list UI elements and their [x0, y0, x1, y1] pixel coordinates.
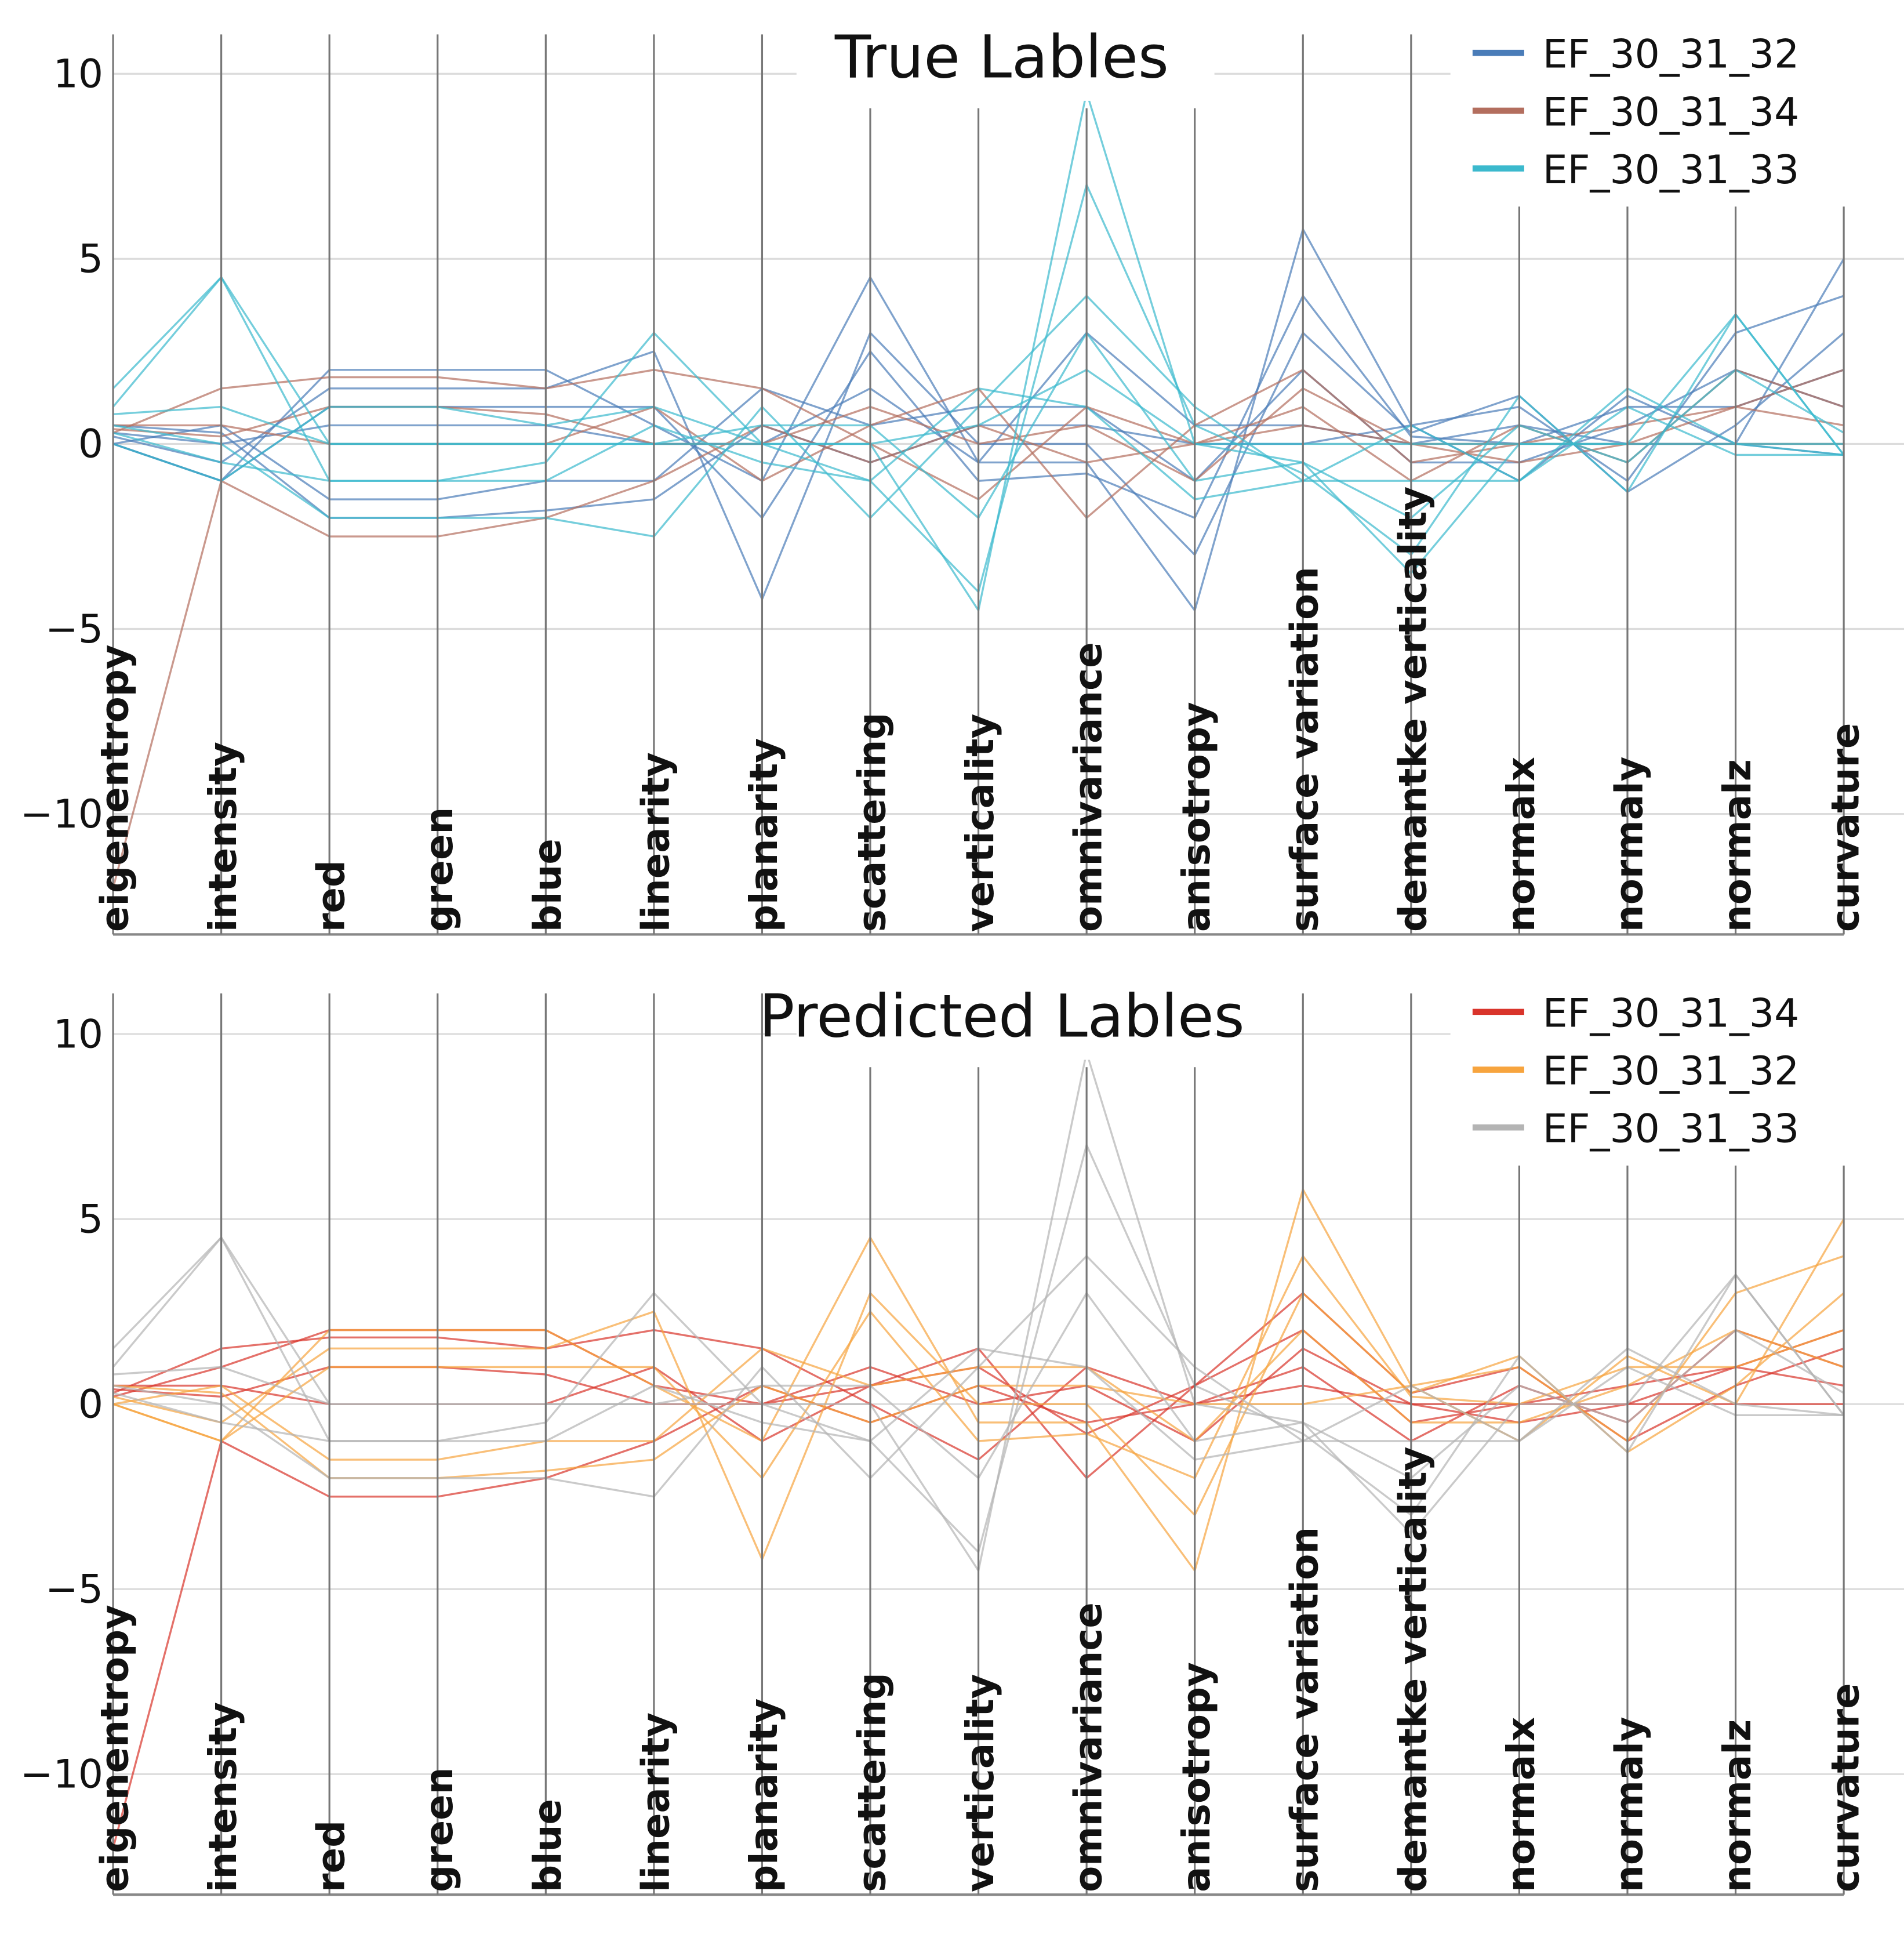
- axis-label: normalx: [1499, 1717, 1543, 1892]
- legend-label: EF_30_31_33: [1543, 1106, 1800, 1152]
- axis-label: verticality: [958, 714, 1002, 932]
- chart-title: True Lables: [834, 23, 1169, 92]
- axis-label: green: [417, 807, 462, 932]
- axis-label: anisotropy: [1175, 1662, 1219, 1892]
- axis-label: normalx: [1499, 757, 1543, 932]
- legend-label: EF_30_31_33: [1543, 147, 1800, 193]
- axis-label: red: [310, 860, 354, 932]
- y-tick-label: 0: [78, 1381, 103, 1427]
- axis-label: demantke verticality: [1391, 1446, 1435, 1892]
- axis-label: eigenentropy: [93, 1605, 137, 1892]
- legend-label: EF_30_31_32: [1543, 1048, 1800, 1094]
- axis-label: planarity: [742, 1699, 786, 1892]
- legend-label: EF_30_31_34: [1543, 990, 1800, 1036]
- axis-label: normaly: [1607, 757, 1651, 932]
- axis-label: blue: [526, 839, 570, 932]
- y-tick-label: −10: [20, 791, 103, 837]
- y-tick-label: −5: [45, 606, 103, 652]
- axis-label: omnivariance: [1067, 1602, 1111, 1892]
- title-background: [796, 24, 1215, 101]
- axis-label: omnivariance: [1067, 642, 1111, 932]
- axis-label: linearity: [634, 1712, 678, 1892]
- legend-background: [1450, 22, 1904, 207]
- axis-label: surface variation: [1283, 1527, 1327, 1892]
- y-tick-label: 10: [53, 1011, 103, 1057]
- y-tick-label: 10: [53, 51, 103, 97]
- axis-label: green: [417, 1767, 462, 1892]
- axis-label: normalz: [1716, 1719, 1760, 1892]
- y-tick-label: 5: [78, 1196, 103, 1242]
- axis-label: intensity: [201, 742, 245, 932]
- legend-label: EF_30_31_32: [1543, 31, 1800, 77]
- axis-label: scattering: [850, 1672, 894, 1892]
- y-tick-label: 0: [78, 421, 103, 467]
- axis-label: scattering: [850, 712, 894, 932]
- axis-label: curvature: [1824, 1683, 1868, 1892]
- title-background: [796, 984, 1215, 1060]
- axis-label: normaly: [1607, 1717, 1651, 1892]
- y-tick-label: −5: [45, 1566, 103, 1612]
- legend-label: EF_30_31_34: [1543, 89, 1800, 135]
- axis-label: planarity: [742, 738, 786, 932]
- legend-background: [1450, 981, 1904, 1166]
- axis-label: red: [310, 1820, 354, 1892]
- axis-label: surface variation: [1283, 567, 1327, 932]
- axis-label: verticality: [958, 1674, 1002, 1892]
- axis-label: eigenentropy: [93, 644, 137, 932]
- axis-label: anisotropy: [1175, 702, 1219, 932]
- axis-label: demantke verticality: [1391, 487, 1435, 932]
- axis-label: intensity: [201, 1702, 245, 1892]
- axis-label: normalz: [1716, 759, 1760, 932]
- chart-title: Predicted Lables: [759, 982, 1245, 1050]
- axis-label: linearity: [634, 752, 678, 932]
- y-tick-label: −10: [20, 1751, 103, 1797]
- y-tick-label: 5: [78, 236, 103, 282]
- axis-label: curvature: [1824, 723, 1868, 932]
- axis-label: blue: [526, 1799, 570, 1892]
